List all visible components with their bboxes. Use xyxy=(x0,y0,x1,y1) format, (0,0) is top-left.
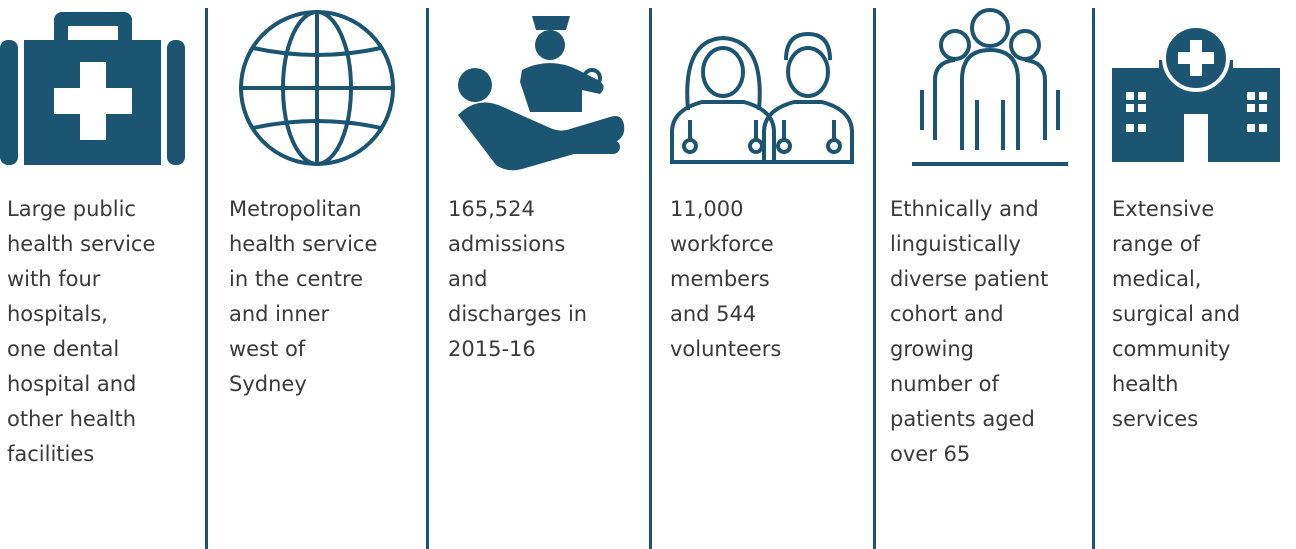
description-line: other health xyxy=(7,407,137,431)
description-line: medical, xyxy=(1112,267,1202,291)
description-line: and xyxy=(448,267,488,291)
description-line: community xyxy=(1112,337,1231,361)
description-line: Extensive xyxy=(1112,197,1215,221)
description-line: one dental xyxy=(7,337,120,361)
description-line: facilities xyxy=(7,442,95,466)
description-line: in the centre xyxy=(229,267,364,291)
separator xyxy=(649,8,652,549)
hospital-icon xyxy=(1112,24,1280,162)
description-line: Large public xyxy=(7,197,136,221)
description-line: health service xyxy=(229,232,378,256)
description-line: services xyxy=(1112,407,1199,431)
description-line: diverse patient xyxy=(890,267,1049,291)
description-line: hospitals, xyxy=(7,302,108,326)
description-line: Ethnically and xyxy=(890,197,1039,221)
doctors-icon xyxy=(670,31,854,164)
description-line: over 65 xyxy=(890,442,971,466)
description-line: number of xyxy=(890,372,999,396)
description-line: and inner xyxy=(229,302,330,326)
description-line: linguistically xyxy=(890,232,1021,256)
description-line: members xyxy=(670,267,770,291)
separator xyxy=(1092,8,1095,549)
description-line: health xyxy=(1112,372,1179,396)
globe-icon xyxy=(239,10,395,166)
nurse-patient-icon xyxy=(458,16,625,171)
description-line: growing xyxy=(890,337,974,361)
description-line: hospital and xyxy=(7,372,137,396)
description-line: surgical and xyxy=(1112,302,1241,326)
separator xyxy=(426,8,429,549)
description-line: patients aged xyxy=(890,407,1035,431)
briefcase-icon xyxy=(0,12,185,165)
description-line: range of xyxy=(1112,232,1200,256)
description-line: workforce xyxy=(670,232,774,256)
description-line: admissions xyxy=(448,232,566,256)
description-line: volunteers xyxy=(670,337,782,361)
description-line: with four xyxy=(7,267,101,291)
description-line: discharges in xyxy=(448,302,588,326)
separator xyxy=(873,8,876,549)
description-line: 165,524 xyxy=(448,197,535,221)
description-line: 2015-16 xyxy=(448,337,536,361)
description-line: health service xyxy=(7,232,156,256)
description-line: and 544 xyxy=(670,302,757,326)
description-line: Sydney xyxy=(229,372,307,396)
separator xyxy=(205,8,208,549)
description-line: Metropolitan xyxy=(229,197,362,221)
people-icon xyxy=(912,8,1068,166)
description-line: 11,000 xyxy=(670,197,744,221)
description-line: cohort and xyxy=(890,302,1004,326)
description-line: west of xyxy=(229,337,306,361)
